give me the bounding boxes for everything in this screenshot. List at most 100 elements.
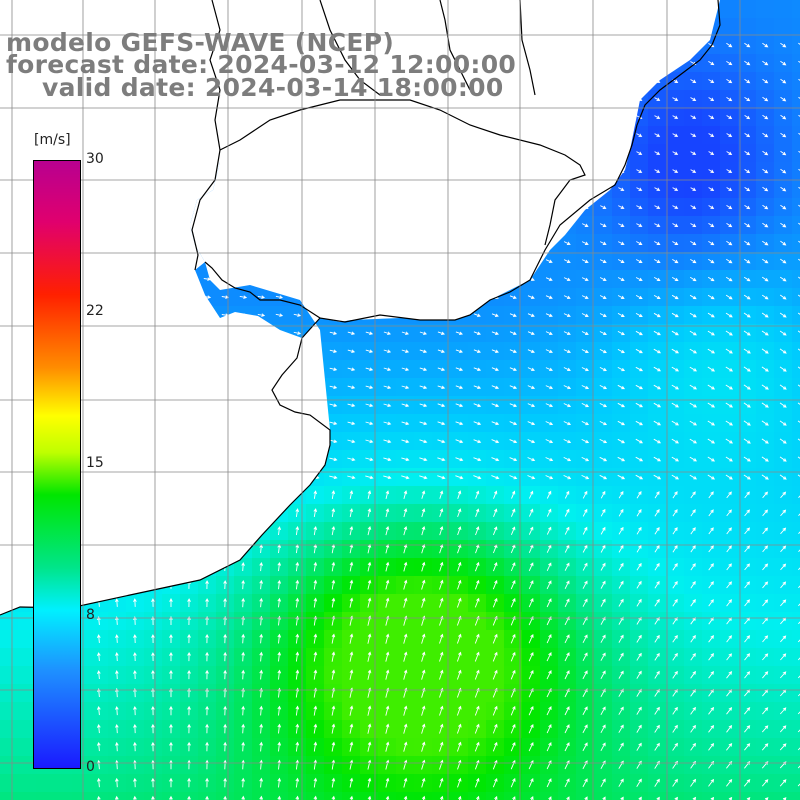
wind-arrow [744,491,750,499]
wind-arrow [383,439,392,444]
wind-arrow [527,349,535,354]
wind-arrow [744,743,751,751]
wind-arrow [638,796,642,800]
wind-arrow [708,653,714,661]
wind-arrow [726,581,732,589]
wind-arrow [743,294,751,300]
wind-arrow [439,508,444,518]
wind-arrow [456,669,462,680]
wind-arrow [295,723,300,734]
wind-arrow [437,385,446,390]
wind-speed-cell [792,162,800,180]
wind-arrow [564,742,570,752]
wind-arrow [779,348,787,354]
wind-arrow [600,652,606,661]
wind-arrow [205,633,209,644]
wind-speed-cell [792,432,800,450]
wind-arrow [509,349,517,354]
wind-arrow [546,670,552,680]
wind-arrow [599,438,608,444]
wind-speed-cell [792,324,800,342]
wind-speed-cell [756,18,774,36]
wind-speed-cell [0,756,18,774]
wind-arrow [492,633,498,644]
wind-speed-cell [0,612,18,630]
wind-arrow [636,580,642,589]
wind-arrow [439,526,444,536]
wind-arrow [419,439,428,444]
wind-arrow [331,795,336,800]
wind-arrow [205,580,209,590]
wind-arrow [798,132,800,135]
wind-arrow [798,78,800,81]
wind-arrow [455,385,464,390]
wind-arrow [761,743,769,751]
wind-speed-cell [0,630,18,648]
wind-arrow [491,331,499,336]
wind-arrow [672,259,679,264]
wind-arrow [223,759,227,770]
wind-arrow [563,331,571,336]
wind-arrow [762,204,769,210]
wind-arrow [275,295,284,299]
wind-arrow [205,705,209,716]
wind-arrow [762,132,769,138]
wind-arrow [313,759,318,770]
wind-arrow [708,742,715,751]
wind-arrow [798,204,800,207]
wind-arrow [295,777,300,788]
wind-arrow [528,598,534,608]
wind-arrow [365,349,374,354]
wind-arrow [403,669,408,680]
wind-speed-cell [216,792,234,800]
wind-arrow [581,241,589,245]
wind-arrow [385,669,390,680]
wind-arrow [96,616,101,625]
wind-arrow [277,777,282,788]
wind-arrow [600,562,606,571]
wind-arrow [744,78,751,84]
wind-arrow [617,438,626,444]
wind-speed-cell [792,594,800,612]
wind-arrow [581,277,589,282]
wind-speed-cell [792,126,800,144]
wind-arrow [780,258,787,264]
wind-arrow [421,723,426,734]
wind-arrow [564,598,570,608]
wind-arrow [600,634,606,643]
wind-arrow [653,330,661,336]
wind-arrow [151,705,155,716]
wind-arrow [599,402,608,408]
wind-arrow [439,597,444,608]
wind-arrow [618,580,624,589]
wind-speed-cell [414,792,432,800]
wind-arrow [780,150,787,156]
wind-arrow [401,421,410,426]
wind-arrow [403,633,408,644]
wind-arrow [618,544,624,553]
wind-arrow [726,635,732,643]
wind-arrow [115,741,119,752]
wind-arrow [277,669,282,680]
wind-arrow [509,421,518,426]
wind-arrow [654,151,661,155]
wind-speed-cell [36,792,54,800]
wind-arrow [241,579,245,590]
wind-arrow [421,795,426,800]
wind-arrow [762,258,769,264]
wind-arrow [672,652,678,661]
wind-arrow [726,97,733,102]
wind-speed-cell [0,774,18,792]
wind-arrow [528,742,534,752]
wind-arrow [349,741,354,752]
wind-arrow [726,724,733,733]
wind-arrow [473,439,482,444]
wind-speed-cell [792,54,800,72]
wind-arrow [259,759,264,770]
wind-arrow [725,438,734,444]
wind-arrow [491,439,500,444]
wind-arrow [492,669,498,680]
legend-tick-22: 22 [86,303,104,319]
wind-arrow [347,349,356,354]
